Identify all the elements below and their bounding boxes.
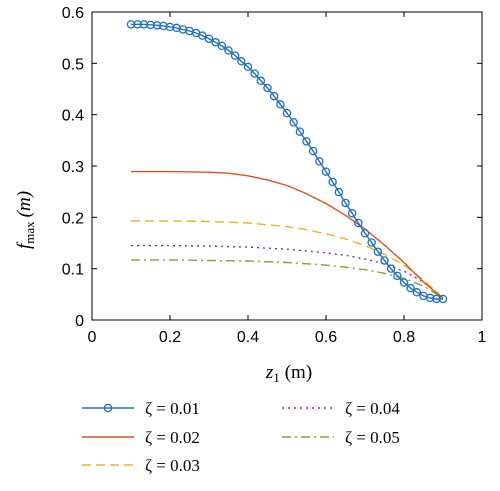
series-point bbox=[282, 108, 292, 118]
series-point bbox=[334, 187, 344, 197]
axes: 0 0.2 0.4 0.6 0.8 1 0 0.1 0.2 0.3 0.4 0.5 0.6 bbox=[62, 5, 487, 346]
x-tick-label: 0.6 bbox=[315, 329, 337, 346]
series-point bbox=[380, 256, 389, 265]
x-axis-label-unit: (m) bbox=[285, 362, 312, 383]
y-tick-label: 0.5 bbox=[62, 56, 84, 73]
legend-label: ζ = 0.01 bbox=[145, 399, 200, 418]
y-tick-label: 0.6 bbox=[62, 5, 84, 22]
series-point bbox=[211, 38, 220, 47]
x-axis-label-var: z bbox=[265, 362, 274, 383]
series-point bbox=[438, 294, 448, 304]
y-tick-label: 0.2 bbox=[62, 210, 84, 227]
y-tick-label: 0 bbox=[75, 313, 84, 330]
series-point bbox=[406, 283, 415, 293]
series-point bbox=[276, 100, 285, 109]
x-tick-label: 1 bbox=[478, 329, 487, 346]
series-point bbox=[347, 208, 357, 218]
series-point bbox=[321, 167, 331, 176]
x-axis-label: z1 (m) bbox=[265, 362, 312, 385]
series-point bbox=[412, 288, 422, 297]
x-tick-label: 0 bbox=[88, 329, 97, 346]
series-point bbox=[393, 271, 402, 281]
series-line bbox=[131, 244, 444, 299]
series-point bbox=[425, 293, 435, 303]
series-point bbox=[341, 198, 350, 208]
series-line bbox=[131, 259, 444, 299]
y-tick-label: 0.4 bbox=[62, 108, 84, 125]
series-point bbox=[302, 137, 311, 146]
series-point bbox=[172, 23, 181, 33]
x-axis-label-sub: 1 bbox=[273, 370, 280, 385]
y-axis-label-var: f bbox=[14, 241, 35, 249]
y-axis-label: fmax (m) bbox=[14, 191, 37, 249]
series-point bbox=[243, 62, 253, 72]
series-point bbox=[308, 146, 318, 156]
x-tick-label: 0.2 bbox=[159, 329, 181, 346]
series-point bbox=[269, 91, 279, 101]
series-point bbox=[217, 41, 227, 51]
series-point bbox=[386, 264, 396, 273]
series-point bbox=[230, 51, 240, 60]
series-point bbox=[328, 177, 337, 187]
series-point bbox=[367, 238, 376, 247]
legend-label: ζ = 0.03 bbox=[145, 456, 200, 475]
series-point bbox=[399, 278, 409, 287]
y-tick-label: 0.1 bbox=[62, 262, 84, 279]
series-point bbox=[360, 228, 370, 238]
series-point bbox=[289, 118, 298, 127]
series-point bbox=[237, 57, 246, 66]
axes-frame bbox=[91, 11, 483, 321]
series-point bbox=[315, 157, 324, 166]
series-point bbox=[133, 20, 142, 29]
x-tick-label: 0.8 bbox=[393, 329, 415, 346]
y-tick-label: 0.3 bbox=[62, 159, 84, 176]
plot-area bbox=[126, 20, 448, 304]
series-line bbox=[131, 23, 443, 300]
series-point bbox=[204, 34, 214, 43]
legend-marker bbox=[103, 403, 113, 413]
series-point bbox=[224, 46, 233, 55]
y-axis-label-unit: (m) bbox=[14, 191, 35, 217]
legend: ζ = 0.01 ζ = 0.02 ζ = 0.03 ζ = 0.04 ζ = 0.05 bbox=[82, 399, 400, 475]
y-axis-label-sub: max bbox=[22, 221, 37, 244]
series-point bbox=[256, 76, 266, 86]
legend-label: ζ = 0.02 bbox=[145, 428, 200, 447]
series-point bbox=[373, 247, 383, 256]
series-point bbox=[152, 21, 162, 30]
series-line bbox=[131, 170, 444, 299]
series-point bbox=[295, 127, 305, 136]
series-point bbox=[354, 218, 363, 228]
series-point bbox=[263, 83, 272, 93]
series-point bbox=[198, 31, 207, 40]
x-tick-label: 0.4 bbox=[237, 329, 259, 346]
series-point bbox=[250, 69, 259, 78]
legend-label: ζ = 0.05 bbox=[345, 428, 400, 447]
legend-label: ζ = 0.04 bbox=[345, 399, 400, 418]
series-line bbox=[131, 220, 444, 299]
